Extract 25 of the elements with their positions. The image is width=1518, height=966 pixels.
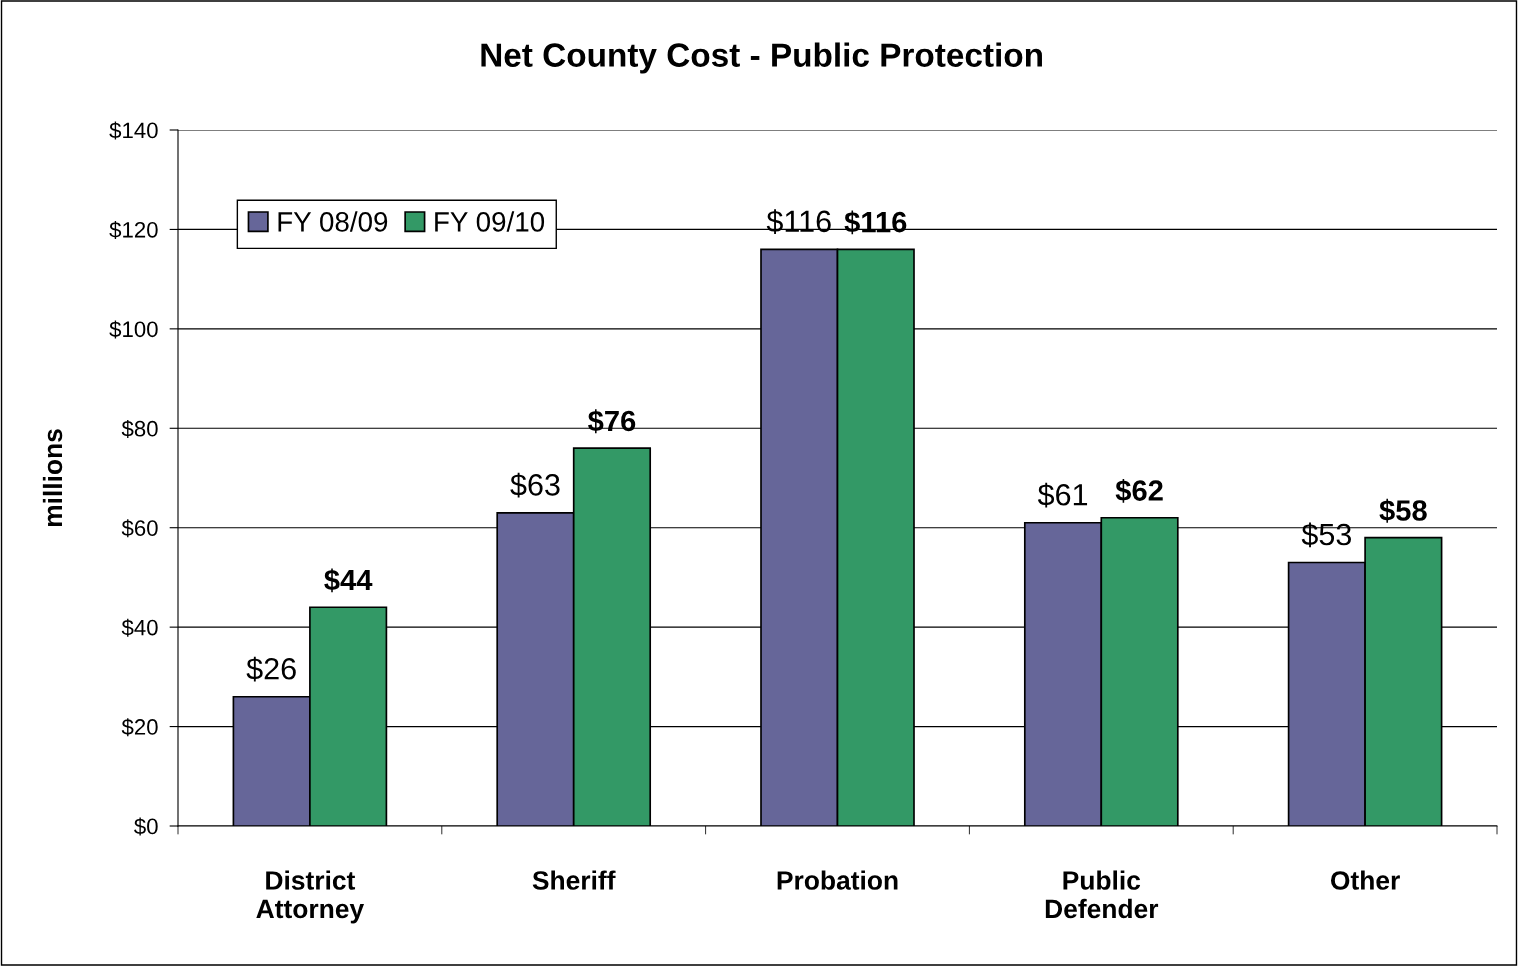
y-tick-label: $60: [121, 519, 158, 538]
data-label: $58: [1379, 498, 1427, 523]
y-tick-label: $80: [121, 419, 158, 438]
data-label: $53: [1301, 522, 1351, 548]
y-tick-label: $140: [109, 121, 158, 140]
y-tick-label: $120: [109, 221, 158, 240]
data-label: $61: [1037, 482, 1088, 508]
x-tick-label: Other: [1331, 870, 1400, 890]
y-axis-title: millions: [42, 429, 63, 527]
x-tick-label: Sheriff: [532, 870, 616, 890]
y-tick-label: $100: [109, 320, 158, 339]
chart-title: Net County Cost - Public Protection: [481, 42, 1042, 74]
data-label: $62: [1115, 478, 1163, 503]
data-label: $63: [510, 472, 560, 498]
y-tick-label: $0: [134, 817, 158, 836]
y-tick-label: $20: [121, 718, 158, 737]
x-tick-label: Probation: [777, 870, 898, 890]
data-label: $76: [588, 409, 636, 434]
y-tick-label: $40: [121, 618, 158, 637]
data-label: $44: [324, 568, 373, 593]
legend-label: FY 08/09: [278, 211, 388, 232]
x-tick-label: District Attorney: [256, 870, 365, 924]
legend-label: FY 09/10: [435, 211, 545, 232]
data-label: $26: [246, 656, 296, 682]
x-tick-label: Public Defender: [1045, 870, 1159, 919]
